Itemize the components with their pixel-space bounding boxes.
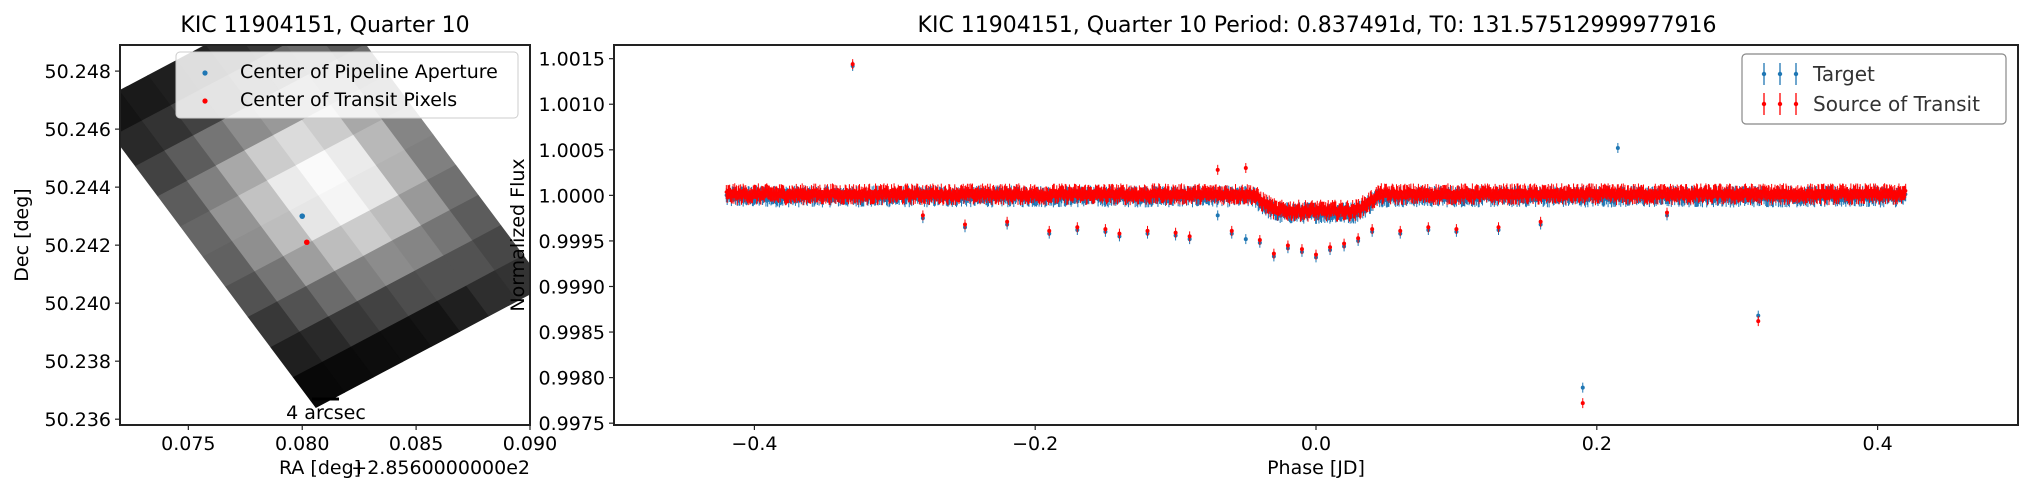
centroid-y-axis-label: Dec [deg] <box>11 188 33 281</box>
centroid-image-panel: KIC 11904151, Quarter 10 0.075 0.080 0.085… <box>11 0 557 479</box>
lightcurve-chart-title: KIC 11904151, Quarter 10 Period: 0.83749… <box>918 13 1717 38</box>
y-tick-label: 50.236 <box>45 409 111 431</box>
centroid-x-ticks: 0.075 0.080 0.085 0.090 <box>161 425 557 455</box>
legend-label-pipeline: Center of Pipeline Aperture <box>240 61 498 83</box>
centroid-y-ticks: 50.236 50.238 50.240 50.242 50.244 50.246 50.2… <box>45 61 120 431</box>
lightcurve-data <box>725 59 1908 408</box>
scale-bar-label: 4 arcsec <box>286 402 366 424</box>
centroid-x-axis-label: RA [deg] <box>279 457 361 479</box>
y-tick-label: 50.248 <box>45 61 111 83</box>
transit-pixels-center-point <box>304 239 310 245</box>
centroid-x-offset-label: +2.8560000000e2 <box>351 457 530 479</box>
x-tick-label: 0.085 <box>389 433 443 455</box>
centroid-chart-title: KIC 11904151, Quarter 10 <box>180 13 469 38</box>
centroid-legend: Center of Pipeline Aperture Center of Tr… <box>176 52 518 118</box>
x-tick-label: 0.075 <box>161 433 215 455</box>
legend-marker-transit-pixels <box>202 98 207 103</box>
legend-label-transit-pixels: Center of Transit Pixels <box>240 89 457 111</box>
phase-folded-light-curve-panel: KIC 11904151, Quarter 10 Period: 0.83749… <box>507 13 2018 479</box>
x-tick-label: 0.080 <box>275 433 329 455</box>
y-tick-label: 50.238 <box>45 351 111 373</box>
y-tick-label: 50.242 <box>45 235 111 257</box>
x-tick-label: 0.090 <box>503 433 557 455</box>
y-tick-label: 50.246 <box>45 119 111 141</box>
pipeline-aperture-center-point <box>299 213 305 219</box>
y-tick-label: 50.244 <box>45 177 111 199</box>
legend-marker-pipeline <box>202 70 207 75</box>
y-tick-label: 50.240 <box>45 293 111 315</box>
